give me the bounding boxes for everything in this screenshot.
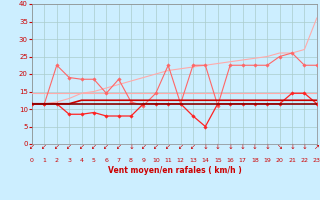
X-axis label: Vent moyen/en rafales ( km/h ): Vent moyen/en rafales ( km/h ) <box>108 166 241 175</box>
